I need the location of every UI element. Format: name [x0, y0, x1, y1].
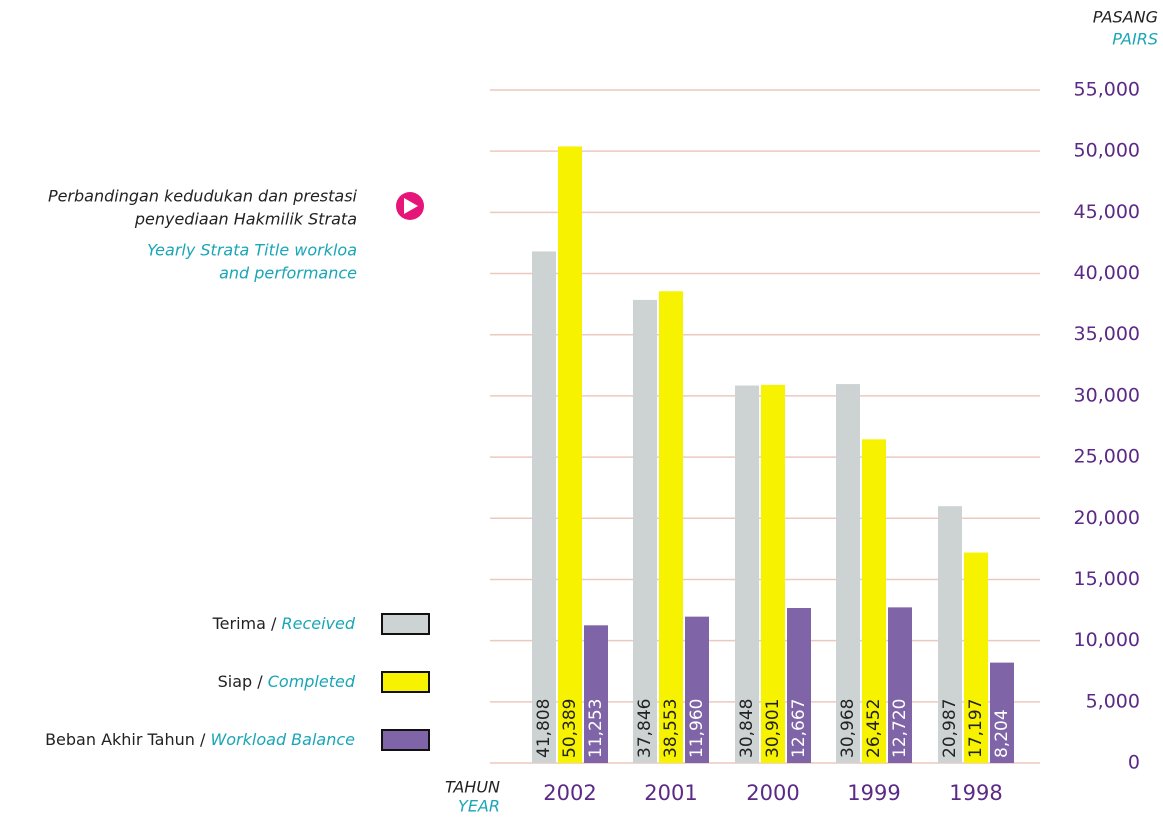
x-axis-label: TAHUN [445, 778, 500, 797]
bar [990, 662, 1014, 763]
y-tick-label: 20,000 [1074, 507, 1140, 529]
bar [938, 506, 962, 763]
chart-subtitle: and performance [219, 264, 357, 283]
bar [558, 146, 582, 763]
value-label: 11,960 [687, 699, 707, 758]
legend-label: Terima / Received [212, 614, 356, 633]
x-tick-label: 2000 [746, 781, 799, 805]
y-tick-label: 30,000 [1074, 384, 1140, 406]
bar [888, 607, 912, 763]
y-tick-label: 35,000 [1074, 323, 1140, 345]
value-label: 17,197 [966, 699, 986, 758]
y-axis-label: PAIRS [1112, 30, 1158, 49]
y-tick-label: 10,000 [1074, 629, 1140, 651]
bar [862, 439, 886, 763]
value-label: 50,389 [560, 699, 580, 758]
value-label: 26,452 [864, 699, 884, 758]
x-tick-label: 1999 [847, 781, 900, 805]
bar [532, 251, 556, 763]
y-tick-label: 25,000 [1074, 446, 1140, 468]
chart-subtitle: Yearly Strata Title workloa [147, 241, 357, 260]
bar [659, 291, 683, 763]
bar [584, 625, 608, 763]
y-tick-label: 50,000 [1074, 140, 1140, 162]
bar [787, 608, 811, 763]
value-label: 30,848 [737, 699, 757, 758]
legend-label: Beban Akhir Tahun / Workload Balance [45, 730, 355, 749]
value-label: 8,204 [992, 709, 1012, 758]
y-axis-label: PASANG [1093, 8, 1158, 27]
legend-swatch [381, 729, 430, 751]
value-label: 30,968 [838, 699, 858, 758]
y-tick-label: 45,000 [1074, 201, 1140, 223]
value-label: 30,901 [763, 699, 783, 758]
x-tick-label: 2002 [543, 781, 596, 805]
legend-swatch [381, 613, 430, 635]
bar [761, 384, 785, 763]
value-label: 20,987 [940, 699, 960, 758]
y-tick-label: 0 [1128, 752, 1140, 774]
value-label: 12,720 [890, 699, 910, 758]
bar [836, 384, 860, 763]
x-axis-label: YEAR [458, 797, 500, 816]
chart-title: penyediaan Hakmilik Strata [134, 210, 357, 229]
x-tick-label: 1998 [949, 781, 1002, 805]
y-tick-label: 40,000 [1074, 262, 1140, 284]
value-label: 11,253 [586, 699, 606, 758]
value-label: 37,846 [635, 699, 655, 758]
bar [685, 616, 709, 763]
bar [964, 552, 988, 763]
play-icon [396, 192, 424, 220]
legend-swatch [381, 671, 430, 693]
y-tick-label: 5,000 [1086, 690, 1140, 712]
bar [735, 385, 759, 763]
chart-title: Perbandingan kedudukan dan prestasi [48, 187, 358, 206]
legend-label: Siap / Completed [218, 672, 356, 691]
y-tick-label: 55,000 [1074, 79, 1140, 101]
value-label: 38,553 [661, 699, 681, 758]
y-tick-label: 15,000 [1074, 568, 1140, 590]
value-label: 12,667 [789, 699, 809, 758]
bar [633, 299, 657, 763]
x-tick-label: 2001 [644, 781, 697, 805]
value-label: 41,808 [534, 699, 554, 758]
